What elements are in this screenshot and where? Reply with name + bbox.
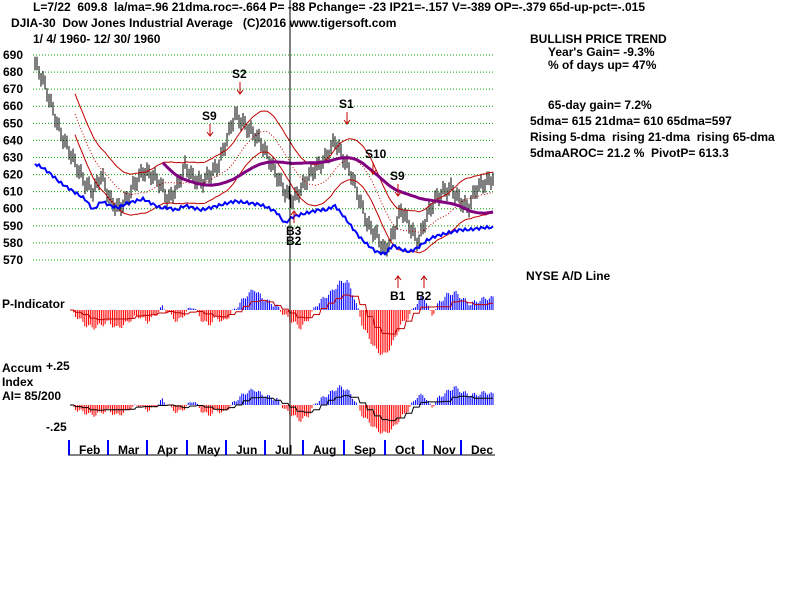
accum-index-ma	[70, 395, 493, 422]
ai-label: AI= 85/200	[2, 389, 62, 403]
signal-label: B2	[286, 234, 302, 248]
y-tick-label: 640	[3, 133, 23, 147]
y-tick-label: 600	[3, 202, 23, 216]
dma-trend: Rising 5-dma rising 21-dma rising 65-dma	[530, 130, 775, 144]
date-range: 1/ 4/ 1960- 12/ 30/ 1960	[33, 32, 161, 46]
month-label: Sep	[354, 443, 376, 457]
buy-arrow	[290, 210, 298, 223]
signal-label: S10	[365, 147, 387, 161]
dma-values: 5dma= 615 21dma= 610 65dma=597	[530, 114, 732, 128]
signal-label: S1	[339, 97, 354, 111]
month-label: Jun	[236, 443, 257, 457]
header-stats: L=7/22 609.8 la/ma=.96 21dma.roc=-.664 P…	[33, 0, 646, 14]
month-label: Mar	[118, 443, 140, 457]
p-indicator-label: P-Indicator	[2, 297, 65, 311]
accum-label: Accum	[2, 361, 43, 375]
month-label: Apr	[157, 443, 178, 457]
y-tick-label: 630	[3, 150, 23, 164]
sell-arrow	[343, 112, 351, 125]
days-up: % of days up= 47%	[548, 58, 657, 72]
y-tick-label: 580	[3, 236, 23, 250]
month-label: Aug	[313, 443, 336, 457]
accum-plus-tick: +.25	[46, 359, 70, 373]
sell-arrow	[206, 124, 214, 137]
y-tick-label: 650	[3, 116, 23, 130]
y-tick-label: 680	[3, 65, 23, 79]
sell-arrow	[369, 162, 377, 175]
signal-label: B2	[416, 289, 432, 303]
y-tick-label: 570	[3, 253, 23, 267]
signal-label: S9	[390, 169, 405, 183]
signal-label: B1	[390, 289, 406, 303]
lower-band	[74, 134, 494, 254]
month-label: Jul	[275, 443, 292, 457]
ma-21	[74, 114, 494, 233]
month-label: Nov	[433, 443, 456, 457]
signal-label: B3	[286, 224, 302, 238]
buy-arrow	[394, 275, 402, 288]
y-tick-label: 610	[3, 185, 23, 199]
month-label: Oct	[395, 443, 415, 457]
ad-line-label: NYSE A/D Line	[526, 269, 611, 283]
p-indicator-ma	[70, 294, 493, 335]
years-gain: Year's Gain= -9.3%	[548, 45, 655, 59]
signal-label: S9	[202, 109, 217, 123]
y-tick-label: 670	[3, 82, 23, 96]
trend-label: BULLISH PRICE TREND	[530, 32, 667, 46]
buy-arrow	[420, 275, 428, 288]
y-tick-label: 590	[3, 219, 23, 233]
gain-65: 65-day gain= 7.2%	[548, 98, 652, 112]
y-tick-label: 690	[3, 48, 23, 62]
sell-arrow	[236, 82, 244, 95]
signal-label: S2	[232, 67, 247, 81]
sell-arrow	[394, 184, 402, 197]
ad-line	[34, 162, 494, 256]
month-label: Dec	[471, 443, 493, 457]
upper-band	[74, 93, 494, 213]
aroc-pivot: 5dmaAROC= 21.2 % PivotP= 613.3	[530, 146, 729, 160]
month-label: May	[197, 443, 221, 457]
chart-title: DJIA-30 Dow Jones Industrial Average (C)…	[11, 16, 397, 30]
y-tick-label: 620	[3, 168, 23, 182]
accum-minus-tick: -.25	[46, 420, 67, 434]
index-label: Index	[2, 375, 34, 389]
ma-65	[161, 156, 494, 215]
y-tick-label: 660	[3, 99, 23, 113]
month-label: Feb	[79, 443, 100, 457]
